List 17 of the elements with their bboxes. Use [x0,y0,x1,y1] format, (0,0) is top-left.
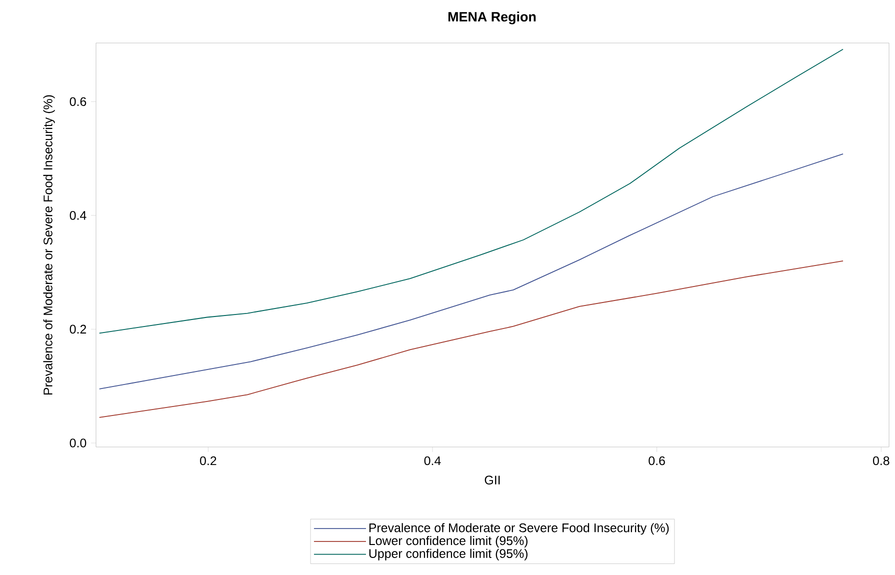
y-tick-label: 0.2 [70,324,86,334]
x-axis-title: GII [484,476,500,484]
x-tick-label: 0.4 [424,456,441,466]
line-series [98,154,844,390]
y-tick-label: 0.0 [70,438,86,448]
line-series [98,48,844,334]
y-tick-label: 0.4 [70,211,86,220]
y-tick-label: 0.6 [70,97,86,106]
x-tick-label: 0.2 [200,456,216,466]
line-series [98,260,844,418]
legend-label: Lower confidence limit (95%) [369,536,528,548]
legend-label: Prevalence of Moderate or Severe Food Insecurity (%) [369,523,669,535]
y-axis-title: Prevalence of Moderate or Severe Food Insecurity (%) [43,95,55,395]
chart-title: MENA Region [448,12,536,24]
x-tick-label: 0.6 [648,456,665,466]
x-tick-label: 0.8 [872,456,890,466]
legend-label: Upper confidence limit (95%) [369,548,528,560]
